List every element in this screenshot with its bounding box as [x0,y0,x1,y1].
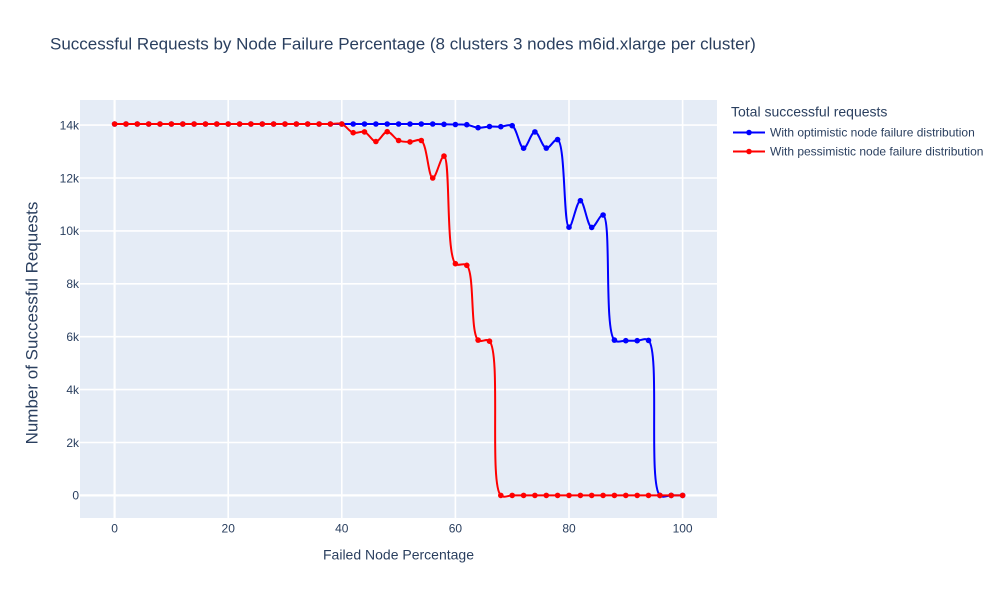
svg-text:8k: 8k [66,277,80,291]
svg-text:Number of Successful Requests: Number of Successful Requests [23,202,42,445]
svg-text:Total successful requests: Total successful requests [731,104,887,120]
svg-text:0: 0 [111,522,118,536]
svg-text:Successful Requests by Node Fa: Successful Requests by Node Failure Perc… [50,35,756,54]
svg-text:10k: 10k [60,224,80,238]
svg-text:With optimistic node failure d: With optimistic node failure distributio… [770,126,975,140]
svg-text:40: 40 [335,522,349,536]
svg-text:0: 0 [72,489,79,503]
svg-text:4k: 4k [66,383,80,397]
svg-text:12k: 12k [60,171,80,185]
svg-text:100: 100 [673,522,693,536]
svg-text:14k: 14k [60,118,80,132]
svg-text:20: 20 [222,522,236,536]
svg-text:2k: 2k [66,436,80,450]
svg-text:Failed Node Percentage: Failed Node Percentage [323,547,474,563]
svg-text:80: 80 [562,522,576,536]
svg-text:With pessimistic node failure: With pessimistic node failure distributi… [770,145,983,159]
svg-text:6k: 6k [66,330,80,344]
svg-text:60: 60 [449,522,463,536]
